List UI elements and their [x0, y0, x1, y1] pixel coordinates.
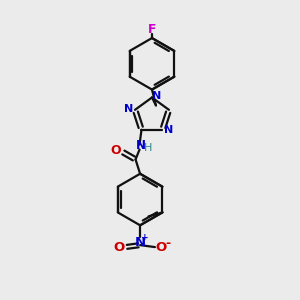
Text: N: N: [164, 125, 173, 135]
Text: O: O: [114, 241, 125, 254]
Text: N: N: [124, 104, 134, 114]
Text: O: O: [110, 144, 121, 157]
Text: N: N: [134, 236, 146, 249]
Text: O: O: [155, 241, 167, 254]
Text: H: H: [144, 142, 153, 153]
Text: F: F: [148, 22, 156, 36]
Text: +: +: [141, 233, 149, 242]
Text: N: N: [152, 91, 162, 100]
Text: -: -: [165, 237, 170, 250]
Text: N: N: [136, 139, 146, 152]
